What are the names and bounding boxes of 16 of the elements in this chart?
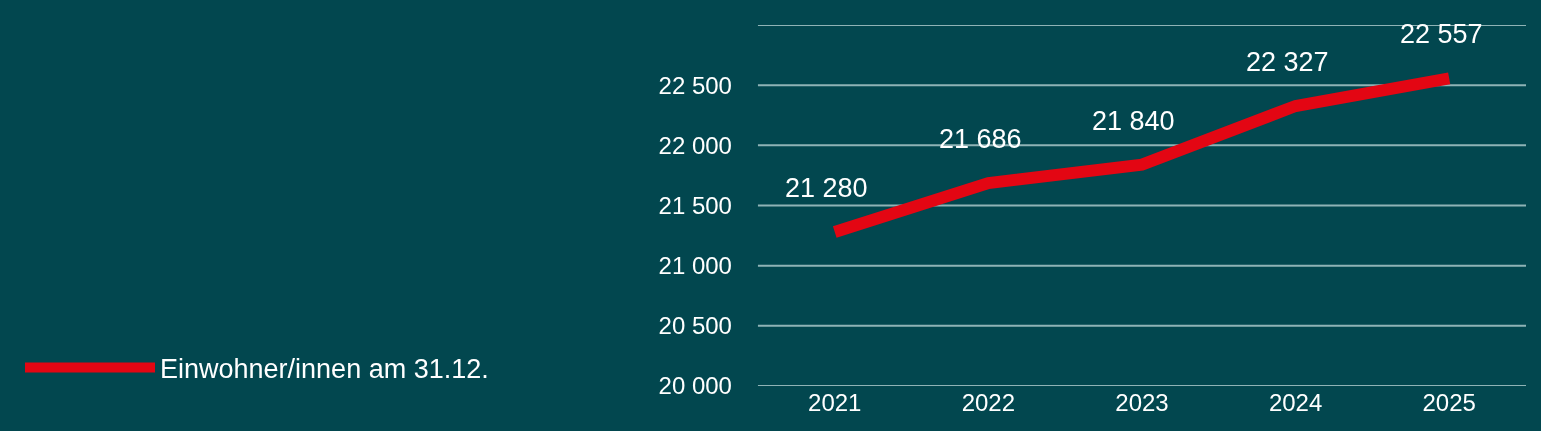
legend-label: Einwohner/innen am 31.12. [160,354,489,385]
x-tick-label: 2023 [1115,389,1169,416]
x-tick-label: 2024 [1268,389,1323,416]
y-tick-label: 20 000 [658,372,732,400]
text: 21 280 [785,173,868,203]
x-tick-label: 2022 [961,389,1016,416]
y-tick-label: 21 500 [658,191,732,219]
text: 22 327 [1246,47,1329,77]
text: 21 840 [1092,106,1175,136]
x-tick-label: 2021 [808,389,862,416]
y-tick-label: 20 500 [658,312,732,340]
y-tick-label: 22 000 [658,131,732,159]
y-tick-label: 21 000 [658,252,732,280]
x-tick-label: 2025 [1422,389,1476,416]
y-tick-label: 22 500 [658,71,732,99]
text: 22 557 [1400,19,1483,49]
